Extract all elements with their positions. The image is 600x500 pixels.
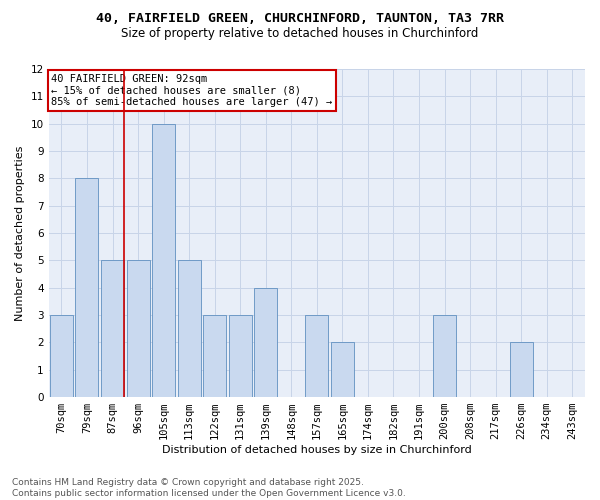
X-axis label: Distribution of detached houses by size in Churchinford: Distribution of detached houses by size … bbox=[162, 445, 472, 455]
Bar bbox=[152, 124, 175, 397]
Bar bbox=[50, 315, 73, 397]
Text: Contains HM Land Registry data © Crown copyright and database right 2025.
Contai: Contains HM Land Registry data © Crown c… bbox=[12, 478, 406, 498]
Bar bbox=[178, 260, 200, 397]
Bar bbox=[254, 288, 277, 397]
Bar bbox=[76, 178, 98, 397]
Bar bbox=[433, 315, 456, 397]
Bar bbox=[305, 315, 328, 397]
Bar bbox=[229, 315, 252, 397]
Text: 40, FAIRFIELD GREEN, CHURCHINFORD, TAUNTON, TA3 7RR: 40, FAIRFIELD GREEN, CHURCHINFORD, TAUNT… bbox=[96, 12, 504, 26]
Bar bbox=[509, 342, 533, 397]
Bar bbox=[331, 342, 354, 397]
Bar bbox=[127, 260, 149, 397]
Text: 40 FAIRFIELD GREEN: 92sqm
← 15% of detached houses are smaller (8)
85% of semi-d: 40 FAIRFIELD GREEN: 92sqm ← 15% of detac… bbox=[52, 74, 332, 107]
Text: Size of property relative to detached houses in Churchinford: Size of property relative to detached ho… bbox=[121, 28, 479, 40]
Bar bbox=[101, 260, 124, 397]
Y-axis label: Number of detached properties: Number of detached properties bbox=[15, 146, 25, 320]
Bar bbox=[203, 315, 226, 397]
